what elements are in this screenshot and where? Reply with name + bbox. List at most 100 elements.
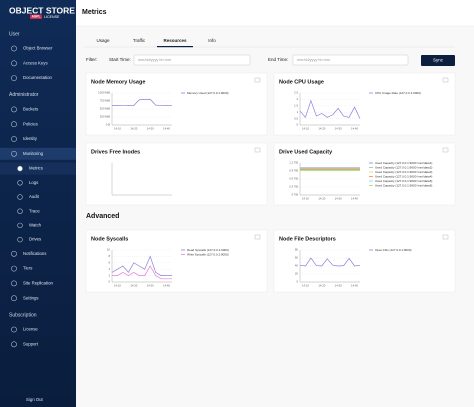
x-tick-label: 14:30 xyxy=(335,284,342,288)
item-icon xyxy=(11,121,17,128)
section-title: Advanced xyxy=(86,213,119,220)
panel-icon[interactable] xyxy=(254,77,261,83)
y-tick-label: 6 xyxy=(108,261,110,265)
y-tick-label: 500 MiB xyxy=(100,107,110,111)
tab[interactable]: Usage xyxy=(96,38,110,43)
sidebar-sub-item[interactable]: Drives xyxy=(29,237,41,242)
sidebar-item[interactable]: Buckets xyxy=(23,107,38,112)
panel xyxy=(85,229,268,293)
x-tick-label: 14:30 xyxy=(147,127,154,131)
sub-item-icon xyxy=(17,236,23,243)
sidebar-sub-item[interactable]: Logs xyxy=(29,180,38,185)
sidebar-item[interactable]: Access Keys xyxy=(23,60,48,65)
sync-button[interactable] xyxy=(421,55,455,66)
panel-icon[interactable] xyxy=(254,147,261,153)
panel-title: Node File Descriptors xyxy=(279,236,336,242)
x-tick-label: 14:30 xyxy=(147,284,154,288)
sidebar-item[interactable]: Monitoring xyxy=(23,151,44,156)
legend-label: Used Capacity (127.0.0.1:9000 /mnt/data1… xyxy=(375,161,432,165)
series-line xyxy=(112,265,172,280)
sidebar-item[interactable]: Tiers xyxy=(23,266,32,271)
x-tick-label: 14:40 xyxy=(351,284,358,288)
sidebar-sub-item[interactable]: Watch xyxy=(29,223,42,228)
x-tick-label: 14:20 xyxy=(318,284,325,288)
x-tick-label: 14:10 xyxy=(114,284,121,288)
item-icon xyxy=(11,265,17,272)
sidebar-item[interactable]: Support xyxy=(23,341,39,346)
sign-out[interactable]: Sign Out xyxy=(26,397,44,402)
end-input[interactable] xyxy=(292,54,409,66)
x-tick-label: 14:40 xyxy=(351,127,358,131)
logo-sub: LICENSE xyxy=(44,15,60,19)
tab[interactable]: Info xyxy=(208,38,216,43)
y-tick-label: 0 xyxy=(108,280,110,284)
y-tick-label: 2 xyxy=(296,97,298,101)
sidebar-item[interactable]: Policies xyxy=(23,121,38,126)
tab[interactable]: Resources xyxy=(163,38,187,43)
x-tick-label: 14:40 xyxy=(163,127,170,131)
panel-icon[interactable] xyxy=(442,234,449,240)
panel-icon[interactable] xyxy=(254,234,261,240)
panel-title: Node CPU Usage xyxy=(279,79,324,85)
panel-title: Drive Used Capacity xyxy=(279,149,333,155)
series-line xyxy=(299,99,361,119)
item-icon xyxy=(11,326,17,333)
panel xyxy=(273,72,456,136)
sidebar-item[interactable]: Site Replication xyxy=(23,281,53,286)
tab[interactable]: Traffic xyxy=(133,38,146,43)
y-tick-label: 10 xyxy=(107,248,111,252)
start-label: Start Time: xyxy=(109,57,131,62)
y-tick-label: 1.2 TiB xyxy=(289,161,298,165)
y-tick-label: 750 MiB xyxy=(100,99,110,103)
sidebar-item[interactable]: Identity xyxy=(23,136,38,141)
x-tick-label: 14:40 xyxy=(351,197,358,201)
x-tick-label: 14:40 xyxy=(163,284,170,288)
item-icon xyxy=(11,136,17,142)
sub-item-icon xyxy=(17,222,23,229)
panel xyxy=(273,229,456,293)
y-tick-label: 2 xyxy=(108,273,110,277)
logo: OBJECT STORE xyxy=(9,5,75,15)
sidebar-item[interactable]: License xyxy=(23,327,38,332)
section-title: Subscription xyxy=(9,312,37,318)
item-icon xyxy=(11,150,17,157)
item-icon xyxy=(11,295,17,302)
y-tick-label: 2.5 xyxy=(294,91,298,95)
panel xyxy=(85,72,268,136)
tab-underline xyxy=(157,46,193,48)
x-tick-label: 14:10 xyxy=(114,127,121,131)
y-tick-label: 1 xyxy=(296,110,298,114)
panel-title: Node Syscalls xyxy=(91,236,128,242)
sidebar-item[interactable]: Notifications xyxy=(23,251,46,256)
sidebar-sub-item[interactable]: Trace xyxy=(29,208,40,213)
series-line xyxy=(111,98,173,106)
legend-label: Open FDs (127.0.0.1:9000) xyxy=(375,248,412,252)
panel-title: Node Memory Usage xyxy=(91,79,145,85)
legend-label: Used Capacity (127.0.0.1:9000 /mnt/data2… xyxy=(375,165,432,169)
y-tick-label: 20 xyxy=(295,272,299,276)
panel xyxy=(85,142,268,206)
sidebar-sub-item[interactable]: Audit xyxy=(29,194,40,199)
x-tick-label: 14:20 xyxy=(130,127,137,131)
y-tick-label: 40 xyxy=(295,264,299,268)
sub-item-icon xyxy=(17,194,23,200)
legend-label: Used Capacity (127.0.0.1:9000 /mnt/data6… xyxy=(375,183,432,187)
y-tick-label: 0 TiB xyxy=(292,193,299,197)
panel-icon[interactable] xyxy=(442,147,449,153)
sidebar-sub-item[interactable]: Metrics xyxy=(29,166,43,171)
selected-item-bg xyxy=(0,162,76,175)
panel-icon[interactable] xyxy=(442,77,449,83)
sync-label: Sync xyxy=(433,58,444,63)
sidebar-item[interactable]: Settings xyxy=(23,295,39,300)
logo-badge-bg xyxy=(30,14,42,19)
x-tick-label: 14:20 xyxy=(130,284,137,288)
section-title: Administrator xyxy=(9,92,39,98)
sub-item-icon xyxy=(17,180,23,186)
sidebar-item[interactable]: Documentation xyxy=(23,75,53,80)
y-tick-label: 60 xyxy=(295,256,299,260)
x-tick-label: 14:10 xyxy=(302,284,309,288)
sidebar-item[interactable]: Object Browser xyxy=(23,46,53,51)
x-tick-label: 14:30 xyxy=(335,197,342,201)
start-input[interactable] xyxy=(133,54,251,66)
